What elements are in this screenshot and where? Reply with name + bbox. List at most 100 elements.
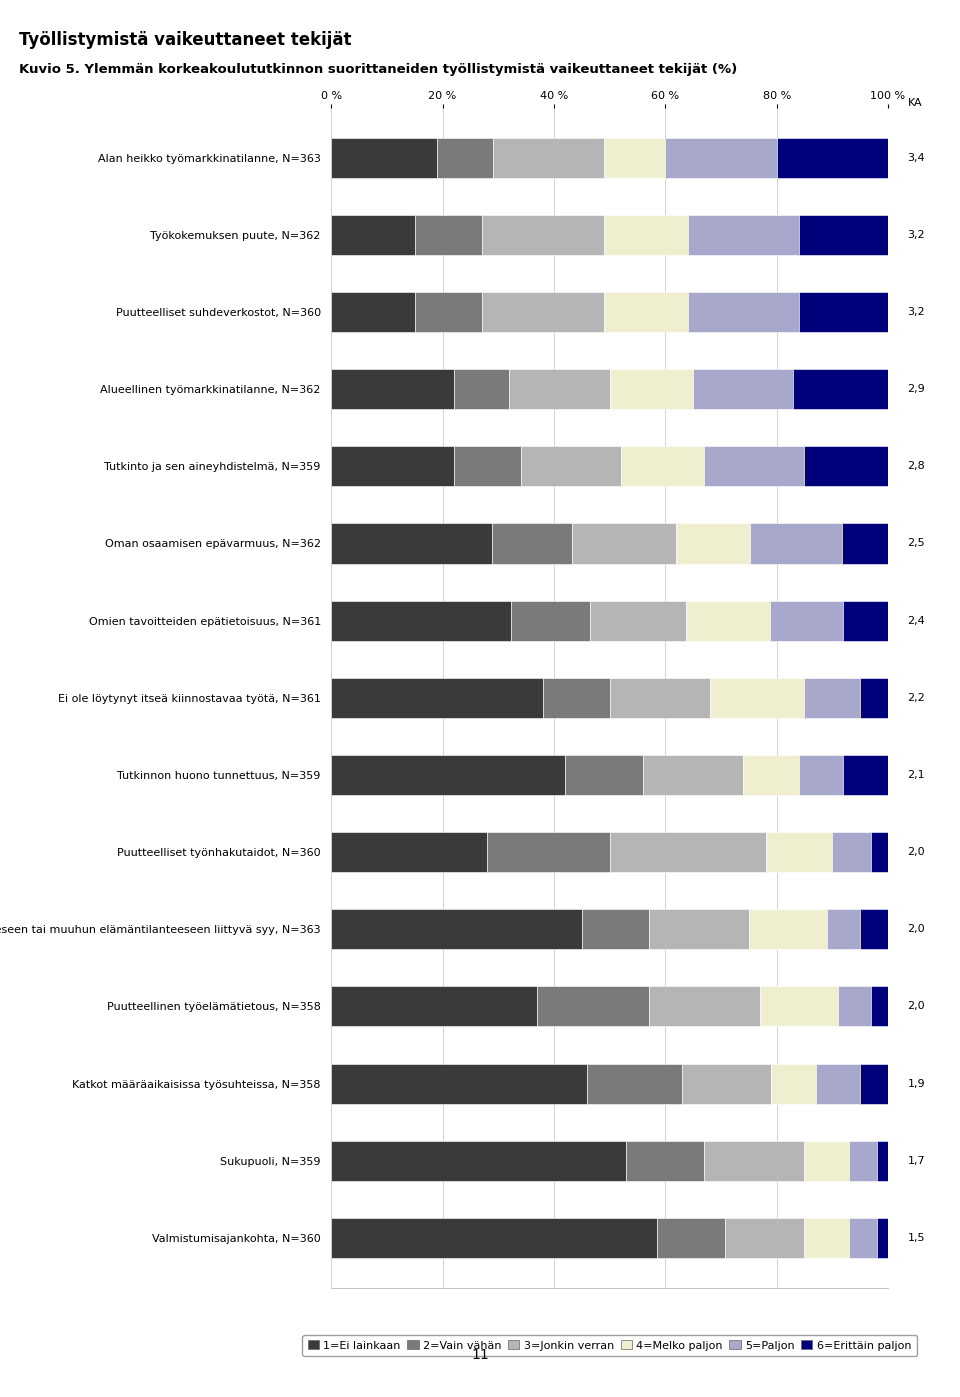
Bar: [487, 833, 610, 872]
Bar: [610, 678, 709, 718]
Bar: [589, 601, 685, 641]
Bar: [804, 678, 860, 718]
Bar: [685, 601, 770, 641]
Bar: [665, 138, 777, 177]
Bar: [658, 1218, 725, 1257]
Text: 2,9: 2,9: [907, 384, 925, 394]
Bar: [793, 369, 888, 409]
Bar: [572, 524, 676, 563]
Bar: [610, 369, 693, 409]
Bar: [777, 138, 888, 177]
Bar: [331, 601, 511, 641]
Bar: [604, 138, 665, 177]
Bar: [604, 292, 687, 332]
Bar: [725, 1218, 804, 1257]
Text: 2,5: 2,5: [907, 538, 925, 549]
Bar: [415, 292, 482, 332]
Bar: [454, 369, 510, 409]
Bar: [331, 1063, 588, 1104]
Bar: [331, 909, 582, 950]
Bar: [709, 678, 804, 718]
Bar: [588, 1063, 682, 1104]
Bar: [804, 446, 888, 486]
Text: 3,4: 3,4: [907, 152, 925, 162]
Bar: [876, 1218, 888, 1257]
Text: 2,2: 2,2: [907, 693, 925, 703]
Text: 1,9: 1,9: [907, 1078, 925, 1088]
Text: 3,2: 3,2: [907, 231, 925, 240]
Bar: [876, 1141, 888, 1180]
Bar: [331, 446, 454, 486]
Bar: [771, 1063, 816, 1104]
Text: KA: KA: [907, 98, 923, 108]
Bar: [838, 986, 872, 1027]
Text: 11: 11: [471, 1348, 489, 1362]
Bar: [693, 369, 793, 409]
Bar: [454, 446, 520, 486]
Text: 1,7: 1,7: [907, 1155, 925, 1165]
Text: 2,8: 2,8: [907, 461, 925, 471]
Bar: [860, 909, 888, 950]
Bar: [482, 292, 604, 332]
Bar: [482, 215, 604, 254]
Bar: [799, 754, 844, 795]
Bar: [331, 215, 415, 254]
Bar: [750, 524, 842, 563]
Bar: [705, 1141, 804, 1180]
Bar: [520, 446, 621, 486]
Bar: [799, 292, 888, 332]
Bar: [610, 833, 765, 872]
Bar: [649, 909, 749, 950]
Bar: [760, 986, 838, 1027]
Text: 2,1: 2,1: [907, 770, 925, 780]
Bar: [331, 1141, 626, 1180]
Bar: [860, 678, 888, 718]
Bar: [331, 986, 538, 1027]
Bar: [510, 369, 610, 409]
Bar: [849, 1218, 876, 1257]
Bar: [705, 446, 804, 486]
Bar: [331, 292, 415, 332]
Bar: [842, 524, 888, 563]
Text: 2,0: 2,0: [907, 1002, 925, 1011]
Bar: [804, 1218, 849, 1257]
Text: 2,0: 2,0: [907, 847, 925, 858]
Text: 3,2: 3,2: [907, 307, 925, 317]
Bar: [511, 601, 589, 641]
Bar: [827, 909, 860, 950]
Bar: [492, 138, 604, 177]
Bar: [816, 1063, 860, 1104]
Bar: [872, 986, 888, 1027]
Bar: [682, 1063, 771, 1104]
Text: Työllistymistä vaikeuttaneet tekijät: Työllistymistä vaikeuttaneet tekijät: [19, 31, 351, 49]
Bar: [849, 1141, 876, 1180]
Bar: [331, 1218, 658, 1257]
Bar: [331, 754, 565, 795]
Text: 2,0: 2,0: [907, 925, 925, 935]
Bar: [765, 833, 832, 872]
Bar: [799, 215, 888, 254]
Bar: [331, 369, 454, 409]
Bar: [626, 1141, 705, 1180]
Bar: [331, 833, 487, 872]
Bar: [649, 986, 760, 1027]
Bar: [770, 601, 843, 641]
Bar: [437, 138, 492, 177]
Bar: [804, 1141, 849, 1180]
Bar: [743, 754, 799, 795]
Bar: [643, 754, 743, 795]
Bar: [492, 524, 572, 563]
Text: 1,5: 1,5: [907, 1234, 925, 1243]
Bar: [749, 909, 827, 950]
Text: Kuvio 5. Ylemmän korkeakoulututkinnon suorittaneiden työllistymistä vaikeuttanee: Kuvio 5. Ylemmän korkeakoulututkinnon su…: [19, 63, 737, 75]
Bar: [687, 215, 799, 254]
Bar: [843, 601, 888, 641]
Bar: [621, 446, 705, 486]
Bar: [687, 292, 799, 332]
Bar: [331, 524, 492, 563]
Legend: 1=Ei lainkaan, 2=Vain vähän, 3=Jonkin verran, 4=Melko paljon, 5=Paljon, 6=Erittä: 1=Ei lainkaan, 2=Vain vähän, 3=Jonkin ve…: [302, 1336, 917, 1356]
Bar: [676, 524, 750, 563]
Bar: [565, 754, 643, 795]
Bar: [604, 215, 687, 254]
Bar: [331, 138, 437, 177]
